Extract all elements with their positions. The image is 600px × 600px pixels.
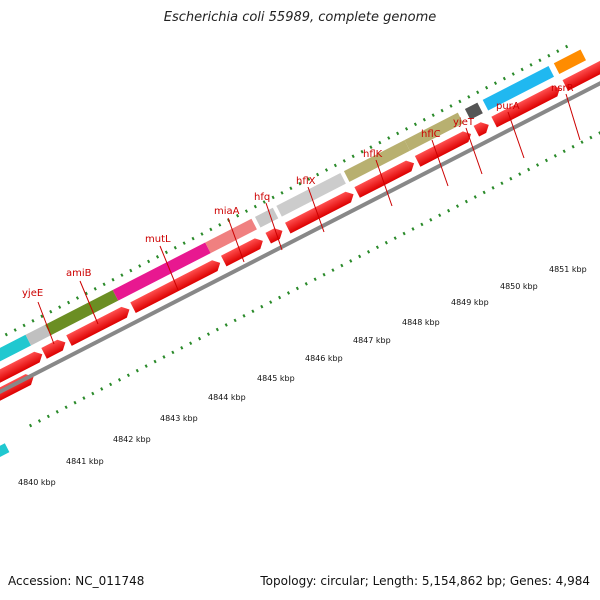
gene-block-hfq: [255, 207, 279, 228]
cds-arrow: [285, 191, 354, 234]
genome-backbone: [0, 74, 600, 426]
gene-label: yjeE: [22, 288, 43, 299]
cds-arrow: [414, 131, 471, 167]
gene-label: mutL: [145, 234, 171, 245]
gene-block-yjeT: [464, 102, 483, 120]
cds-arrow: [354, 160, 415, 198]
scale-labels: 4840 kbp 4841 kbp 4842 kbp 4843 kbp 4844…: [18, 265, 587, 487]
gene-label: hfq: [254, 192, 270, 203]
map-title: Escherichia coli 55989, complete genome: [163, 10, 437, 25]
scale-label: 4840 kbp: [18, 478, 56, 487]
gene-label: miaA: [214, 206, 240, 217]
scale-label: 4845 kbp: [257, 374, 295, 383]
scale-track: [28, 122, 600, 428]
cds-arrow: [562, 58, 600, 91]
gene-label: hflK: [363, 149, 383, 160]
gene-label: nsrR: [551, 83, 574, 94]
cds-arrow: [265, 228, 283, 244]
feature-strand: [0, 49, 587, 377]
gene-block: [0, 443, 10, 466]
cds-arrow: [130, 260, 221, 313]
scale-label: 4842 kbp: [113, 435, 151, 444]
gene-block-amiB: [45, 289, 119, 336]
cds-arrow: [491, 85, 560, 128]
gene-block-purA: [482, 66, 554, 111]
cds-strand: [0, 58, 600, 394]
scale-label: 4844 kbp: [208, 393, 246, 402]
cds-arrow: [0, 351, 43, 394]
scale-label: 4850 kbp: [500, 282, 538, 291]
cds-arrow: [473, 122, 489, 137]
scale-label: 4846 kbp: [305, 354, 343, 363]
gene-label: hflC: [421, 129, 441, 140]
gene-pointers: [37, 93, 581, 345]
upper-tick-track: [0, 41, 576, 355]
scale-label: 4841 kbp: [66, 457, 104, 466]
gene-block: [0, 334, 32, 377]
gene-label: hflX: [296, 176, 316, 187]
genome-summary: Topology: circular; Length: 5,154,862 bp…: [260, 574, 590, 588]
scale-label: 4851 kbp: [549, 265, 587, 274]
gene-block-nsrR: [553, 49, 587, 74]
scale-label: 4849 kbp: [451, 298, 489, 307]
gene-block-hflK: [343, 140, 410, 182]
gene-block-mutL: [112, 242, 211, 301]
cds-arrow: [41, 339, 66, 359]
gene-label: amiB: [66, 268, 92, 279]
scale-label: 4843 kbp: [160, 414, 198, 423]
cds-arrow: [66, 306, 130, 346]
cds-arrow: [220, 238, 263, 267]
accession-text: Accession: NC_011748: [8, 574, 145, 588]
scale-label: 4847 kbp: [353, 336, 391, 345]
gene-block-hflC: [404, 112, 464, 151]
gene-block-yjeE: [25, 324, 51, 346]
gene-label: yjeT: [453, 117, 475, 128]
gene-block-miaA: [205, 218, 257, 254]
gene-labels: yjeE amiB mutL miaA hfq hflX hflK hflC y…: [22, 83, 574, 299]
scale-label: 4848 kbp: [402, 318, 440, 327]
gene-label: purA: [496, 101, 520, 112]
